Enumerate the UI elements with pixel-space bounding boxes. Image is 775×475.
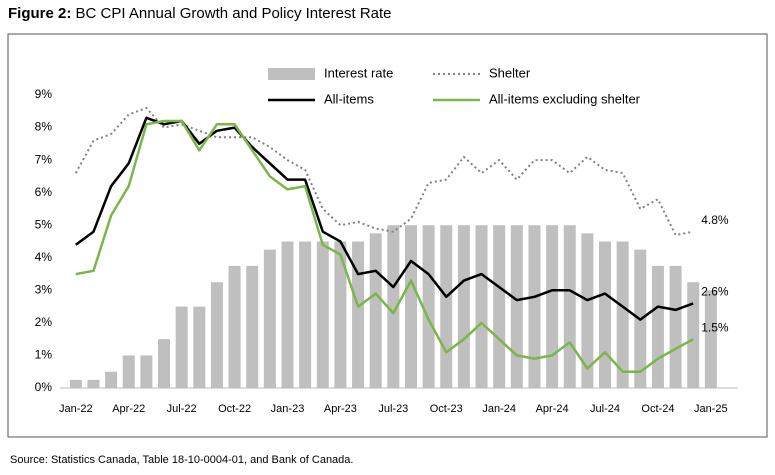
bar — [299, 241, 312, 388]
x-tick-label: Jul-22 — [167, 403, 197, 415]
x-tick-label: Jan-23 — [271, 403, 305, 415]
chart-frame — [7, 33, 768, 438]
end-label: 4.8% — [701, 213, 729, 227]
bar — [228, 265, 241, 388]
bar — [281, 241, 294, 388]
x-tick-label: Apr-24 — [536, 403, 569, 415]
x-tick-label: Jan-22 — [59, 403, 93, 415]
y-tick-label: 0% — [35, 380, 53, 394]
bar — [369, 233, 382, 388]
y-tick-label: 6% — [35, 185, 53, 199]
bar — [475, 225, 488, 388]
bar — [651, 265, 664, 388]
legend-label: Shelter — [489, 65, 531, 80]
bar — [404, 225, 417, 388]
bar — [510, 225, 523, 388]
x-tick-label: Jan-24 — [482, 403, 516, 415]
bar — [528, 225, 541, 388]
bar — [563, 225, 576, 388]
bar — [140, 355, 153, 388]
end-label: 2.6% — [701, 285, 729, 299]
chart-title: Figure 2: BC CPI Annual Growth and Polic… — [8, 5, 392, 22]
bar — [546, 225, 559, 388]
bar — [669, 265, 682, 388]
bar — [422, 225, 435, 388]
bar — [387, 225, 400, 388]
x-tick-label: Oct-22 — [218, 403, 251, 415]
y-tick-label: 9% — [35, 87, 53, 101]
x-tick-label: Jul-23 — [378, 403, 408, 415]
bar — [316, 241, 329, 388]
bar — [105, 371, 118, 388]
bar — [193, 306, 206, 388]
y-tick-label: 5% — [35, 217, 53, 231]
y-tick-label: 8% — [35, 120, 53, 134]
y-tick-label: 7% — [35, 152, 53, 166]
source-note: Source: Statistics Canada, Table 18-10-0… — [10, 454, 353, 466]
y-tick-label: 4% — [35, 250, 53, 264]
bar — [457, 225, 470, 388]
bar — [687, 282, 700, 388]
bar — [69, 379, 82, 388]
bar — [704, 290, 717, 388]
bar — [352, 241, 365, 388]
x-tick-label: Oct-23 — [430, 403, 463, 415]
bar — [581, 233, 594, 388]
y-tick-label: 3% — [35, 283, 53, 297]
bar — [263, 249, 276, 388]
x-tick-label: Oct-24 — [641, 403, 674, 415]
legend-label: All-items — [324, 91, 374, 106]
x-tick-label: Jul-24 — [590, 403, 620, 415]
x-tick-label: Apr-22 — [112, 403, 145, 415]
figure-label: Figure 2: — [8, 5, 71, 22]
bar — [246, 265, 259, 388]
y-tick-label: 1% — [35, 348, 53, 362]
bar — [158, 339, 171, 388]
bar — [210, 282, 223, 388]
x-tick-label: Jan-25 — [694, 403, 728, 415]
bar — [616, 241, 629, 388]
bar — [122, 355, 135, 388]
legend-swatch — [268, 68, 315, 80]
bar — [440, 225, 453, 388]
title-text: BC CPI Annual Growth and Policy Interest… — [76, 5, 392, 22]
bar — [493, 225, 506, 388]
line-series — [74, 107, 694, 236]
x-tick-label: Apr-23 — [324, 403, 357, 415]
end-label: 1.5% — [701, 320, 729, 334]
y-tick-label: 2% — [35, 315, 53, 329]
bar — [599, 241, 612, 388]
bar — [87, 379, 100, 388]
legend-label: All-items excluding shelter — [489, 91, 641, 106]
bar — [175, 306, 188, 388]
bar — [334, 241, 347, 388]
line-series — [75, 119, 694, 373]
legend-label: Interest rate — [324, 65, 393, 80]
